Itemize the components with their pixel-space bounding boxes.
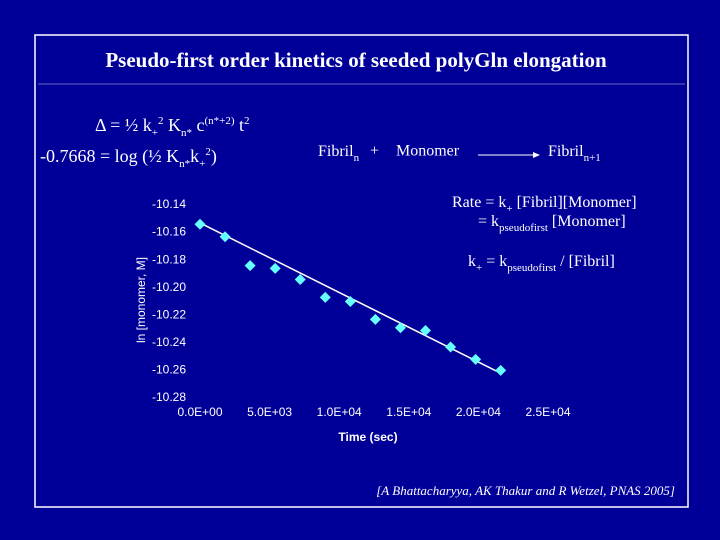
eq-part: c xyxy=(192,115,205,135)
data-point xyxy=(369,313,381,325)
eq-part: Δ = ½ k xyxy=(95,115,152,135)
rate-sub: pseudofirst xyxy=(507,262,556,274)
rate-part: k xyxy=(468,253,476,270)
rate-part: [Fibril][Monomer] xyxy=(513,194,637,211)
y-tick-label: -10.14 xyxy=(152,197,186,211)
data-point xyxy=(344,296,356,307)
data-point xyxy=(219,231,231,243)
y-tick-label: -10.20 xyxy=(152,280,186,294)
slide-title: Pseudo-first order kinetics of seeded po… xyxy=(105,48,607,72)
species: Fibril xyxy=(548,143,584,160)
eq-part: k xyxy=(190,146,199,166)
y-tick-label: -10.22 xyxy=(152,307,186,321)
data-point xyxy=(194,218,206,230)
reaction: Fibriln+1 xyxy=(548,143,601,164)
species: Fibril xyxy=(318,143,354,160)
data-point xyxy=(294,273,306,285)
equation: Δ = ½ k+2 Kn* c(n*+2) t2 xyxy=(95,115,250,139)
data-point xyxy=(445,341,457,353)
eq-sub: n* xyxy=(181,127,192,139)
rate-part: = k xyxy=(482,253,507,270)
eq-sub: + xyxy=(152,127,158,139)
eq-sup: 2 xyxy=(244,115,250,127)
eq-sup: 2 xyxy=(205,146,211,158)
data-point xyxy=(394,322,406,334)
eq-sub: n* xyxy=(179,158,190,170)
y-tick-label: -10.24 xyxy=(152,335,186,349)
rate-sub: + xyxy=(476,262,482,274)
data-point xyxy=(420,324,432,336)
eq-sub: + xyxy=(199,158,205,170)
y-tick-label: -10.16 xyxy=(152,225,186,239)
eq-sup: 2 xyxy=(158,115,164,127)
reaction-plus: + xyxy=(370,143,379,160)
eq-part: K xyxy=(163,115,181,135)
species-sub: n+1 xyxy=(584,152,601,164)
rate-part: = k xyxy=(478,213,499,230)
eq-part: t xyxy=(234,115,244,135)
eq-sup: (n*+2) xyxy=(204,115,234,127)
eq-part: ) xyxy=(211,146,217,167)
rate-sub: + xyxy=(506,203,512,215)
rate-part: Rate = k xyxy=(452,194,506,211)
data-point xyxy=(269,262,281,274)
x-tick-label: 0.0E+00 xyxy=(177,405,222,419)
equation: -0.7668 = log (½ Kn*k+2) xyxy=(40,146,217,170)
reaction-species: Monomer xyxy=(396,143,460,160)
y-tick-label: -10.28 xyxy=(152,390,186,404)
rate-law: = kpseudofirst [Monomer] xyxy=(478,213,626,234)
data-point xyxy=(319,291,331,303)
rate-sub: pseudofirst xyxy=(499,222,548,234)
x-tick-label: 5.0E+03 xyxy=(247,405,292,419)
x-tick-label: 2.0E+04 xyxy=(456,405,501,419)
eq-part: -0.7668 = log (½ K xyxy=(40,146,179,167)
arrow-head xyxy=(533,152,540,158)
rate-law: Rate = k+ [Fibril][Monomer] xyxy=(452,194,637,215)
data-point xyxy=(495,364,507,376)
data-point xyxy=(470,353,482,365)
y-tick-label: -10.18 xyxy=(152,252,186,266)
x-tick-label: 1.5E+04 xyxy=(386,405,431,419)
rate-law: k+ = kpseudofirst / [Fibril] xyxy=(468,253,615,274)
slide-frame xyxy=(34,34,689,508)
species-sub: n xyxy=(354,152,360,164)
data-point xyxy=(244,260,256,272)
x-tick-label: 2.5E+04 xyxy=(525,405,570,419)
reaction: Fibriln xyxy=(318,143,360,164)
x-axis-label: Time (sec) xyxy=(338,430,397,444)
y-axis-label: ln [monomer, M] xyxy=(134,257,148,343)
rate-part: [Monomer] xyxy=(548,213,626,230)
y-tick-label: -10.26 xyxy=(152,363,186,377)
rate-part: / [Fibril] xyxy=(556,253,615,270)
citation: [A Bhattacharyya, AK Thakur and R Wetzel… xyxy=(376,483,675,498)
x-tick-label: 1.0E+04 xyxy=(317,405,362,419)
